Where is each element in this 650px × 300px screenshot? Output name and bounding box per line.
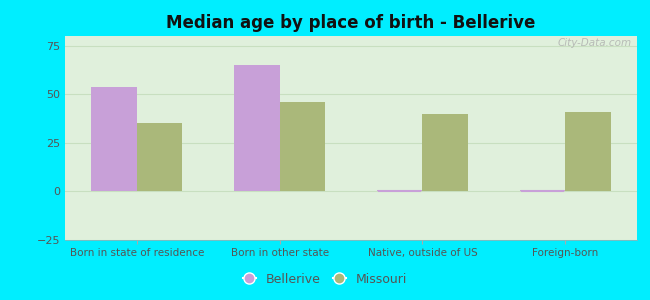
Bar <box>519 190 566 191</box>
Bar <box>136 123 183 191</box>
Legend: Bellerive, Missouri: Bellerive, Missouri <box>238 268 412 291</box>
Bar <box>422 114 468 191</box>
Title: Median age by place of birth - Bellerive: Median age by place of birth - Bellerive <box>166 14 536 32</box>
Bar <box>91 86 136 191</box>
Bar <box>280 102 325 191</box>
Text: City-Data.com: City-Data.com <box>557 38 631 48</box>
Bar <box>377 190 423 191</box>
Bar <box>566 112 611 191</box>
Bar <box>234 65 280 191</box>
